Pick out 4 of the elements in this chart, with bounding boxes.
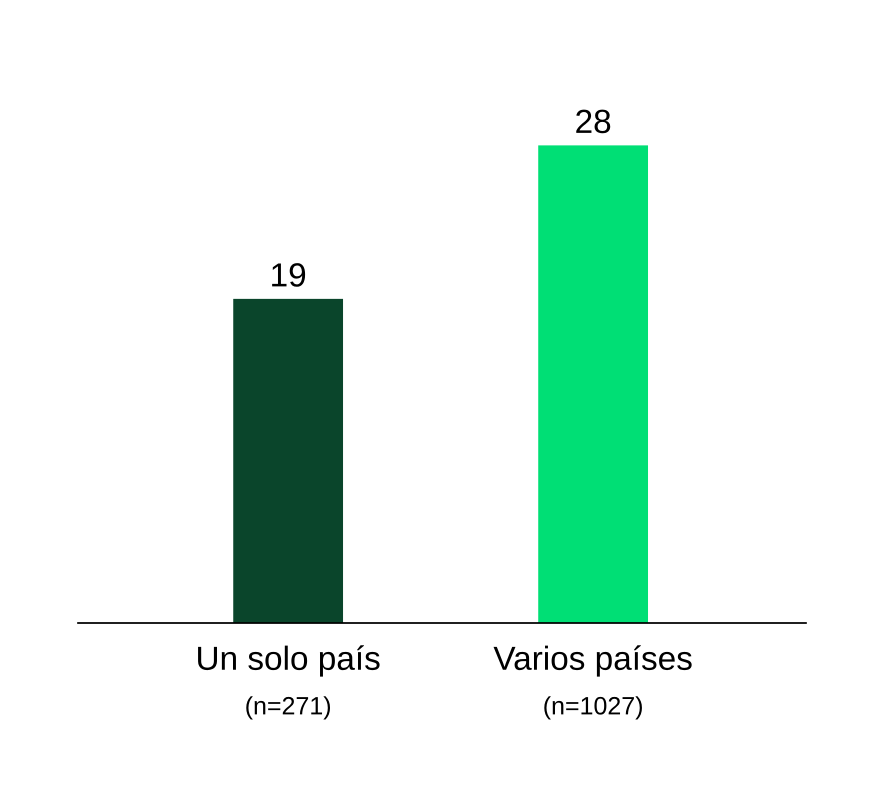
data-label: 28	[576, 110, 610, 134]
category-label: Varios países (n=1027)	[494, 645, 692, 720]
data-label: 19	[272, 263, 306, 287]
category-label: Un solo país (n=271)	[198, 645, 380, 720]
